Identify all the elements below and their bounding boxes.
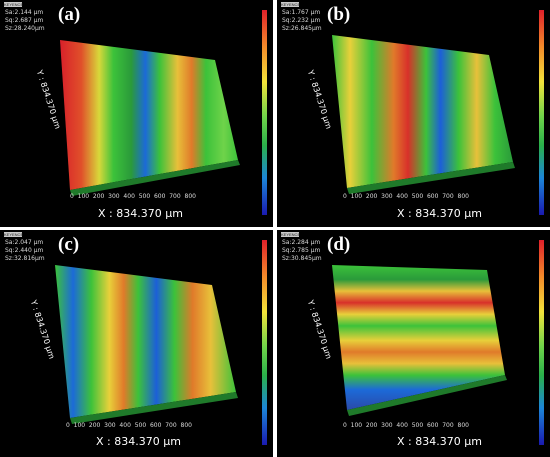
sz-value: Sz:28.240µm	[5, 25, 45, 32]
sa-value: Sa:2.284 µm	[282, 239, 321, 246]
colorbar	[539, 240, 544, 445]
sz-value: Sz:32.816µm	[5, 255, 45, 262]
logo: KEYENCE	[281, 232, 301, 237]
logo: KEYENCE	[4, 232, 24, 237]
logo: KEYENCE	[4, 2, 24, 7]
sz-value: Sz:26.845µm	[282, 25, 322, 32]
roughness-stats: Sa:2.284 µm Sq:2.785 µm Sz:30.845µm	[282, 239, 322, 263]
colorbar	[262, 10, 267, 215]
panel-a: KEYENCE (a) Sa:2.144 µm Sq:2.687 µm Sz:2…	[0, 0, 273, 227]
sz-value: Sz:30.845µm	[282, 255, 322, 262]
panel-letter: (a)	[58, 4, 81, 25]
x-axis-label: X : 834.370 µm	[397, 435, 482, 448]
panel-letter: (b)	[327, 4, 351, 25]
x-ticks: 0 100 200 300 400 500 600 700 800	[343, 422, 469, 429]
sq-value: Sq:2.232 µm	[282, 17, 321, 24]
logo: KEYENCE	[281, 2, 301, 7]
surface-plot-d	[332, 265, 507, 416]
colorbar	[539, 10, 544, 215]
panel-letter: (c)	[58, 234, 80, 255]
colorbar	[262, 240, 267, 445]
surface-plot-b	[332, 35, 515, 194]
x-axis-label: X : 834.370 µm	[397, 207, 482, 220]
x-ticks: 0 100 200 300 400 500 600 700 800	[66, 422, 192, 429]
x-axis-label: X : 834.370 µm	[98, 207, 183, 220]
sa-value: Sa:2.047 µm	[5, 239, 44, 246]
panel-d: KEYENCE (d) Sa:2.284 µm Sq:2.785 µm Sz:3…	[277, 230, 550, 457]
sa-value: Sa:2.144 µm	[5, 9, 44, 16]
sa-value: Sa:1.767 µm	[282, 9, 321, 16]
panel-c: KEYENCE (c) Sa:2.047 µm Sq:2.440 µm Sz:3…	[0, 230, 273, 457]
surface-plot-a	[60, 40, 240, 196]
sq-value: Sq:2.440 µm	[5, 247, 44, 254]
panel-letter: (d)	[327, 234, 351, 255]
roughness-stats: Sa:2.047 µm Sq:2.440 µm Sz:32.816µm	[5, 239, 45, 263]
roughness-stats: Sa:2.144 µm Sq:2.687 µm Sz:28.240µm	[5, 9, 45, 33]
sq-value: Sq:2.687 µm	[5, 17, 44, 24]
surface-plot-c	[55, 265, 238, 424]
x-ticks: 0 100 200 300 400 500 600 700 800	[70, 193, 196, 200]
sq-value: Sq:2.785 µm	[282, 247, 321, 254]
x-ticks: 0 100 200 300 400 500 600 700 800	[343, 193, 469, 200]
roughness-stats: Sa:1.767 µm Sq:2.232 µm Sz:26.845µm	[282, 9, 322, 33]
x-axis-label: X : 834.370 µm	[96, 435, 181, 448]
panel-b: KEYENCE (b) Sa:1.767 µm Sq:2.232 µm Sz:2…	[277, 0, 550, 227]
